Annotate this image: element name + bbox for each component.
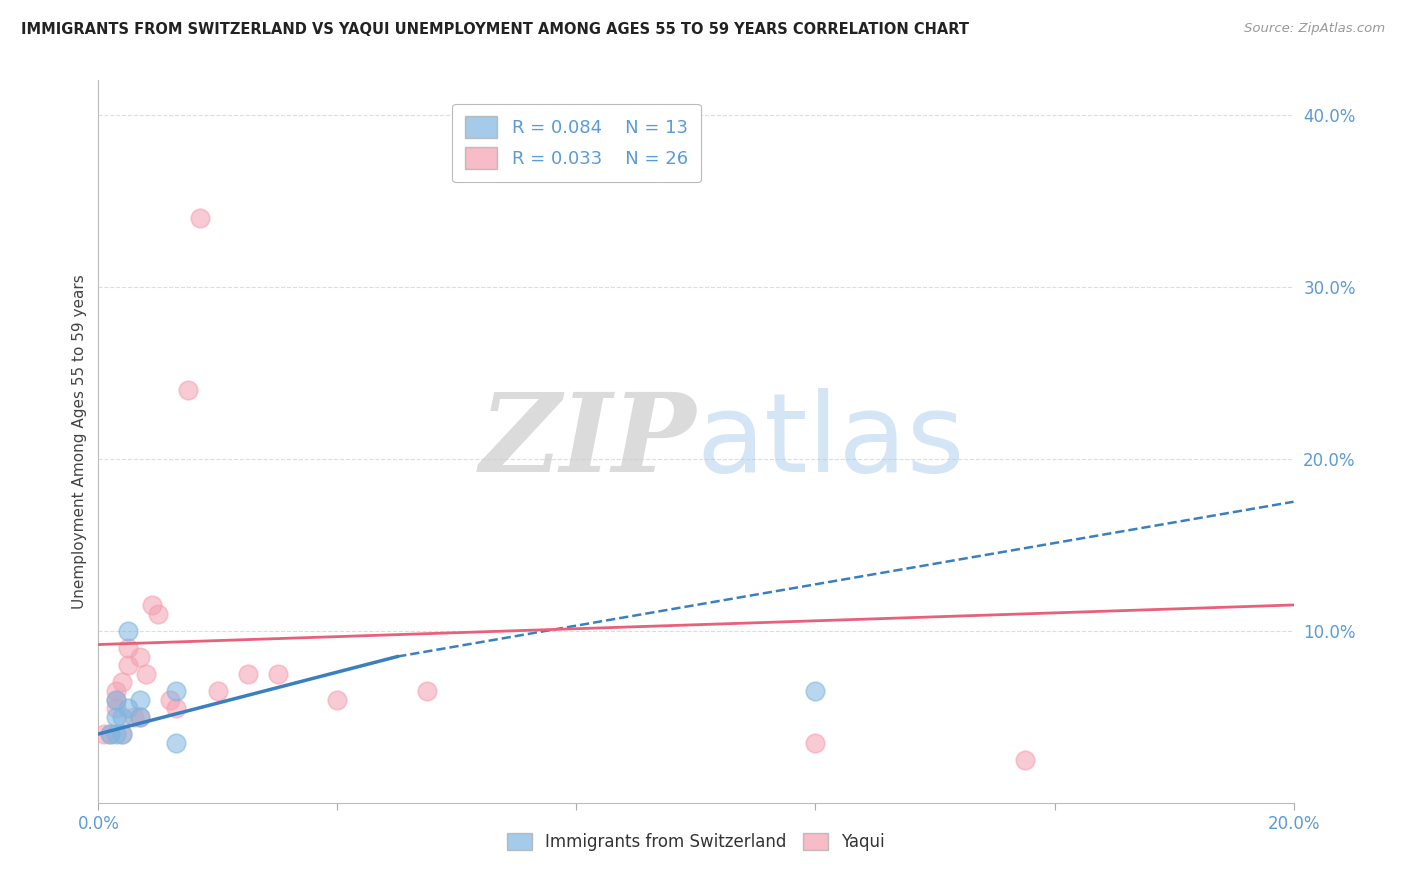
- Point: [98, 727, 122, 741]
- Point: [105, 727, 128, 741]
- Point: [141, 598, 163, 612]
- Point: [416, 684, 439, 698]
- Y-axis label: Unemployment Among Ages 55 to 59 years: Unemployment Among Ages 55 to 59 years: [72, 274, 87, 609]
- Point: [129, 692, 152, 706]
- Text: ZIP: ZIP: [479, 388, 696, 495]
- Point: [165, 684, 187, 698]
- Point: [804, 735, 827, 749]
- Point: [105, 692, 128, 706]
- Point: [135, 666, 157, 681]
- Point: [111, 710, 134, 724]
- Point: [148, 607, 170, 621]
- Point: [129, 710, 152, 724]
- Point: [165, 735, 187, 749]
- Point: [117, 624, 139, 638]
- Point: [111, 675, 134, 690]
- Point: [117, 640, 139, 655]
- Point: [326, 692, 349, 706]
- Text: IMMIGRANTS FROM SWITZERLAND VS YAQUI UNEMPLOYMENT AMONG AGES 55 TO 59 YEARS CORR: IMMIGRANTS FROM SWITZERLAND VS YAQUI UNE…: [21, 22, 969, 37]
- Point: [111, 727, 134, 741]
- Point: [117, 701, 139, 715]
- Legend: Immigrants from Switzerland, Yaqui: Immigrants from Switzerland, Yaqui: [499, 825, 893, 860]
- Point: [1014, 753, 1036, 767]
- Point: [105, 710, 128, 724]
- Text: atlas: atlas: [696, 388, 965, 495]
- Point: [267, 666, 290, 681]
- Point: [98, 727, 122, 741]
- Point: [105, 692, 128, 706]
- Point: [105, 701, 128, 715]
- Point: [129, 710, 152, 724]
- Point: [159, 692, 181, 706]
- Point: [188, 211, 211, 225]
- Point: [111, 727, 134, 741]
- Point: [93, 727, 115, 741]
- Text: Source: ZipAtlas.com: Source: ZipAtlas.com: [1244, 22, 1385, 36]
- Point: [117, 658, 139, 673]
- Point: [207, 684, 229, 698]
- Point: [124, 710, 146, 724]
- Point: [129, 649, 152, 664]
- Point: [236, 666, 259, 681]
- Point: [165, 701, 187, 715]
- Point: [804, 684, 827, 698]
- Point: [177, 383, 200, 397]
- Point: [105, 684, 128, 698]
